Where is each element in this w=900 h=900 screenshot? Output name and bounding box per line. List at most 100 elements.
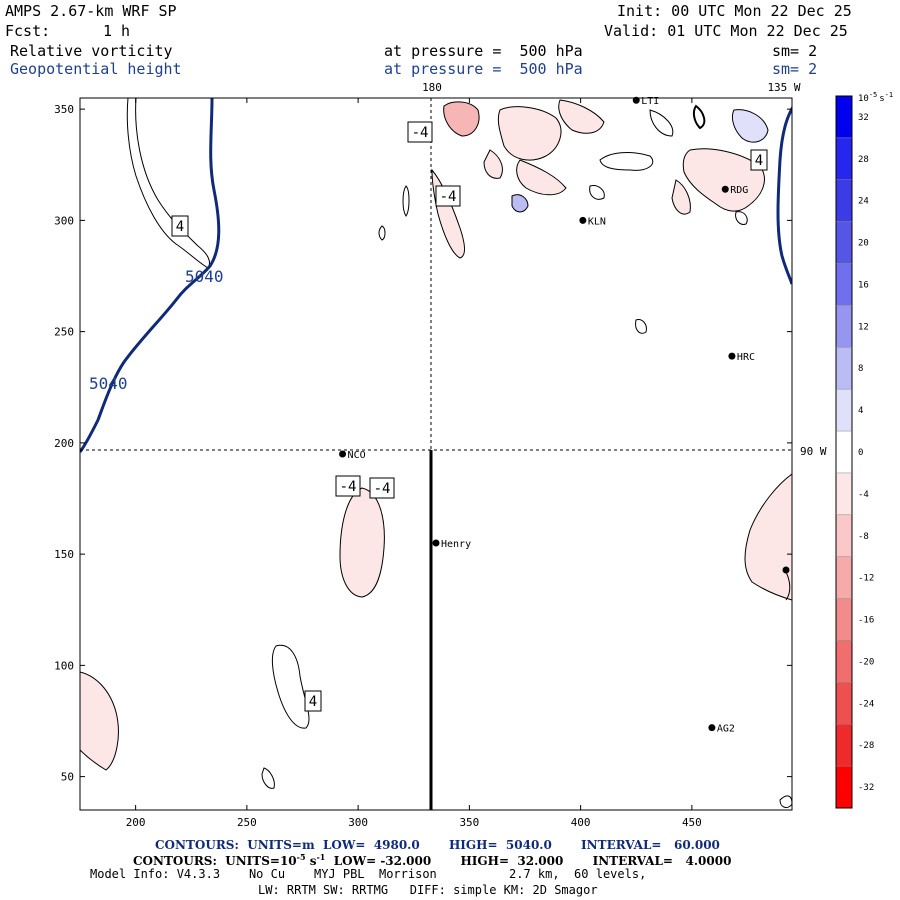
y-tick-label: 150 xyxy=(54,548,74,561)
colorbar-tick-label: -16 xyxy=(858,616,874,626)
colorbar-frame xyxy=(835,95,853,809)
vorticity-region xyxy=(731,109,769,143)
meridian-label-135w: 135 W xyxy=(767,81,800,94)
station-marker xyxy=(579,216,587,224)
colorbar-swatch xyxy=(836,96,852,138)
colorbar-unit: 10-5 s-1 xyxy=(858,91,893,104)
height-contour-info: CONTOURS: UNITS=m LOW= 4980.0 HIGH= 5040… xyxy=(155,838,720,852)
vorticity-region xyxy=(443,101,480,137)
vorticity-contour xyxy=(635,319,647,334)
colorbar-swatch xyxy=(836,347,852,390)
colorbar-tick-label: 4 xyxy=(858,406,863,416)
y-tick-label: 300 xyxy=(54,214,74,227)
station-label: AG2 xyxy=(717,724,735,735)
svg-text:4: 4 xyxy=(309,694,317,710)
station-marker xyxy=(721,185,729,193)
vorticity-value-label: 4 xyxy=(171,215,189,237)
svg-text:-4: -4 xyxy=(412,125,429,141)
station-label: KLN xyxy=(588,216,606,227)
svg-text:-4: -4 xyxy=(440,189,457,205)
valid-time: Valid: 01 UTC Mon 22 Dec 25 xyxy=(604,22,848,40)
station-marker xyxy=(432,539,440,547)
vorticity-region xyxy=(682,148,765,212)
station-label: NCO xyxy=(348,450,366,461)
y-tick-label: 100 xyxy=(54,659,74,672)
svg-text:4: 4 xyxy=(755,153,763,169)
x-tick-label: 200 xyxy=(126,816,146,829)
colorbar-tick-label: -8 xyxy=(858,532,869,542)
colorbar-tick-label: 16 xyxy=(858,280,869,290)
geopotential-contours xyxy=(80,98,792,453)
colorbar-swatch xyxy=(836,431,852,473)
colorbar-tick-label: -20 xyxy=(858,657,874,667)
vorticity-value-label: 4 xyxy=(304,690,322,712)
axis-ticks: 200 250 300 350 400 450 50 100 150 200 250 300 350 xyxy=(54,98,792,829)
colorbar-swatch xyxy=(836,598,852,641)
vorticity-value-label: 4 xyxy=(750,149,768,171)
station-label: RDG xyxy=(730,185,748,196)
colorbar-swatch xyxy=(836,179,852,222)
init-time: Init: 00 UTC Mon 22 Dec 25 xyxy=(617,2,852,20)
colorbar-swatch xyxy=(836,766,852,808)
x-tick-label: 250 xyxy=(237,816,257,829)
vorticity-field xyxy=(80,98,792,808)
vorticity-contour xyxy=(589,185,605,200)
model-info: Model Info: V4.3.3 No Cu MYJ PBL Morriso… xyxy=(90,867,647,881)
meridian-label-90w: 90 W xyxy=(800,445,827,458)
vorticity-region xyxy=(511,194,529,213)
y-tick-label: 350 xyxy=(54,103,74,116)
vorticity-value-label: -4 xyxy=(435,185,461,207)
colorbar: 32 28 24 20 16 12 8 4 0 -4 -8 -12 -16 -20 -24 -28 -32 xyxy=(835,95,874,809)
colorbar-tick-label: -24 xyxy=(858,699,874,709)
vorticity-value-label: -4 xyxy=(335,475,361,497)
colorbar-tick-label: 20 xyxy=(858,239,869,249)
vorticity-contour xyxy=(261,767,275,789)
vorticity-contour xyxy=(779,795,792,808)
colorbar-tick-label: -4 xyxy=(858,490,869,500)
vorticity-contour xyxy=(378,225,386,241)
y-tick-label: 200 xyxy=(54,437,74,450)
vorticity-value-label: -4 xyxy=(369,477,395,499)
field2-smoothing: sm= 2 xyxy=(772,60,818,78)
field1-name: Relative vorticity xyxy=(10,42,173,60)
x-tick-label: 350 xyxy=(459,816,479,829)
field2-level: at pressure = 500 hPa xyxy=(384,60,583,78)
height-contour-5040-west xyxy=(80,98,221,453)
height-label: 5040 xyxy=(185,267,224,286)
colorbar-swatch xyxy=(836,263,852,306)
colorbar-swatch xyxy=(836,682,852,725)
colorbar-swatch xyxy=(836,305,852,348)
y-tick-label: 50 xyxy=(61,771,74,784)
forecast-label: Fcst: xyxy=(5,22,51,40)
x-tick-label: 400 xyxy=(571,816,591,829)
meridian-label-180: 180 xyxy=(422,81,442,94)
svg-text:4: 4 xyxy=(176,219,184,235)
vorticity-region xyxy=(671,179,691,215)
station-marker xyxy=(632,96,640,104)
station-label: HRC xyxy=(737,352,755,363)
station-marker xyxy=(728,352,736,360)
colorbar-swatch xyxy=(836,556,852,599)
colorbar-swatch xyxy=(836,472,852,515)
vorticity-contour xyxy=(692,104,706,130)
station-marker xyxy=(708,724,716,732)
vorticity-contour xyxy=(599,152,654,171)
colorbar-swatch xyxy=(836,514,852,557)
svg-text:-4: -4 xyxy=(374,481,391,497)
colorbar-tick-label: -12 xyxy=(858,574,874,584)
colorbar-tick-label: 0 xyxy=(858,448,863,458)
colorbar-tick-label: -28 xyxy=(858,741,874,751)
vorticity-region xyxy=(80,671,119,771)
vorticity-region xyxy=(744,473,792,601)
vorticity-contour xyxy=(785,571,791,601)
colorbar-swatch xyxy=(836,137,852,180)
vorticity-region xyxy=(516,159,567,196)
vorticity-region xyxy=(431,168,465,259)
station-label: Henry xyxy=(441,539,471,550)
colorbar-tick-label: 32 xyxy=(858,113,869,123)
y-tick-label: 250 xyxy=(54,326,74,339)
vorticity-contour xyxy=(402,185,410,217)
colorbar-swatch xyxy=(836,724,852,767)
colorbar-swatch xyxy=(836,640,852,683)
